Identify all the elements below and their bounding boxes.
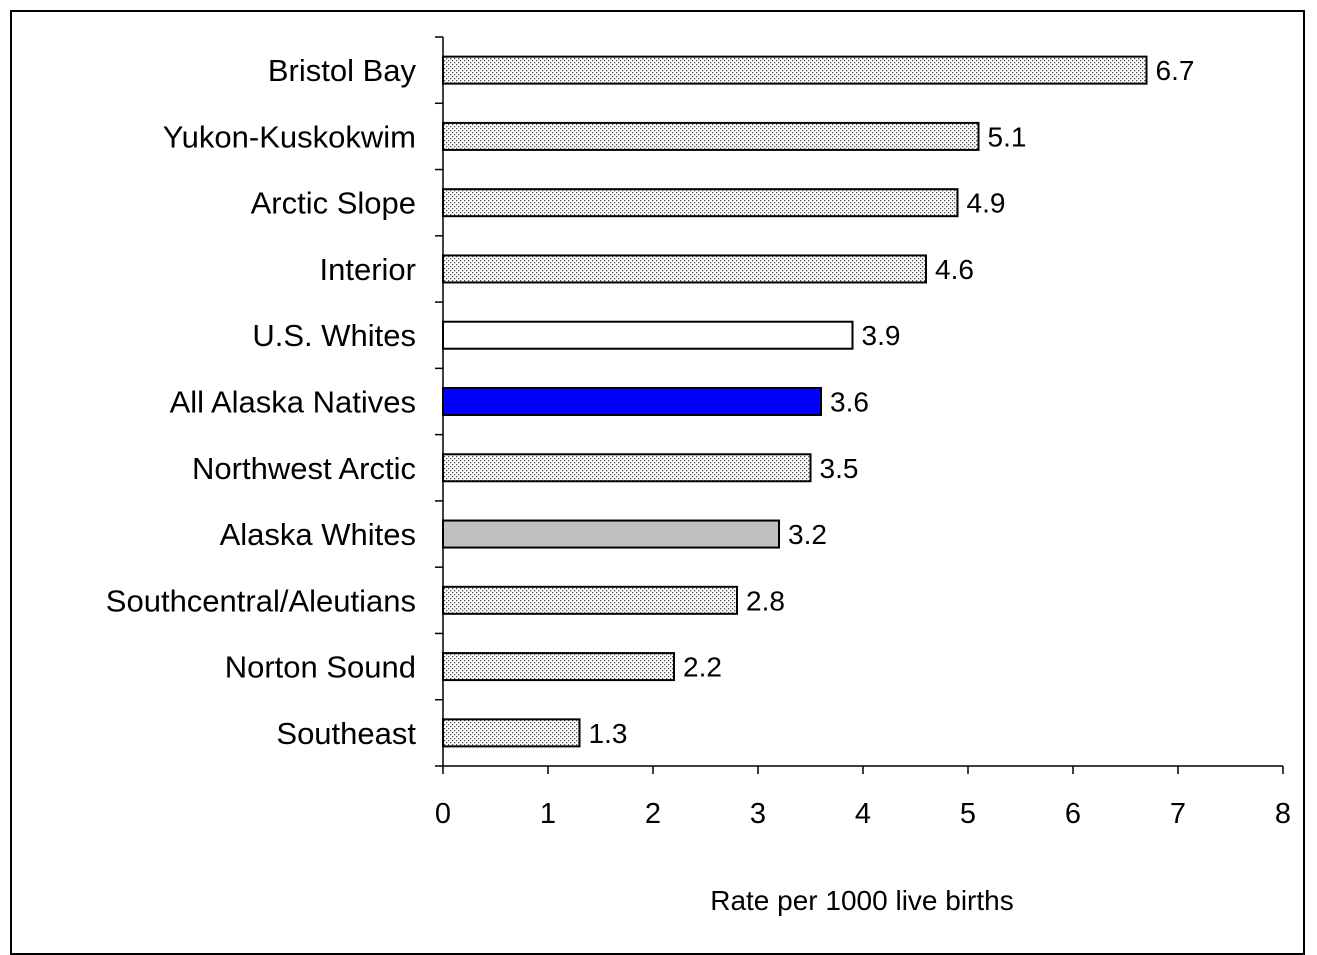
axes: 0 1 2 3 4 5 6 7 8	[435, 36, 1291, 830]
category-label: Bristol Bay	[268, 53, 417, 88]
bar	[442, 453, 812, 483]
value-label: 3.9	[862, 320, 901, 351]
bar	[442, 188, 959, 218]
x-tick-label: 6	[1065, 798, 1081, 830]
bar	[442, 718, 581, 748]
category-label: Interior	[320, 252, 416, 287]
value-label: 5.1	[988, 121, 1027, 152]
category-label: U.S. Whites	[252, 318, 416, 353]
x-tick-label: 2	[645, 798, 661, 830]
value-label: 6.7	[1156, 55, 1195, 86]
bar	[442, 387, 822, 416]
category-label: Southeast	[276, 716, 416, 751]
value-label: 3.5	[820, 453, 859, 484]
category-label: All Alaska Natives	[170, 385, 416, 420]
category-label: Norton Sound	[225, 650, 416, 685]
value-label: 1.3	[589, 718, 628, 749]
bar	[442, 121, 980, 151]
category-label: Northwest Arctic	[192, 451, 416, 486]
bars	[442, 55, 1148, 748]
x-tick-label: 3	[750, 798, 766, 830]
x-tick-label: 8	[1275, 798, 1291, 830]
x-axis-title: Rate per 1000 live births	[710, 885, 1014, 916]
category-label: Alaska Whites	[220, 517, 416, 552]
x-tick-label: 5	[960, 798, 976, 830]
category-label: Yukon-Kuskokwim	[163, 119, 416, 154]
bar	[442, 652, 675, 682]
bar	[442, 519, 780, 549]
value-label: 3.6	[830, 387, 869, 418]
x-tick-label: 1	[540, 798, 556, 830]
x-tick-label: 4	[855, 798, 871, 830]
x-tick-label: 0	[435, 798, 451, 830]
category-label: Southcentral/Aleutians	[106, 583, 416, 618]
value-label: 4.6	[935, 254, 974, 285]
labels: Bristol Bay 6.7 Yukon-Kuskokwim 5.1 Arctic S…	[106, 53, 1195, 751]
bar	[442, 585, 738, 615]
category-label: Arctic Slope	[251, 186, 416, 221]
value-label: 2.8	[746, 585, 785, 616]
value-label: 4.9	[967, 188, 1006, 219]
bar	[442, 254, 927, 284]
bar	[442, 55, 1148, 85]
value-label: 3.2	[788, 519, 827, 550]
bar	[442, 320, 854, 350]
value-label: 2.2	[683, 652, 722, 683]
chart-frame	[10, 10, 1305, 955]
x-tick-label: 7	[1170, 798, 1186, 830]
